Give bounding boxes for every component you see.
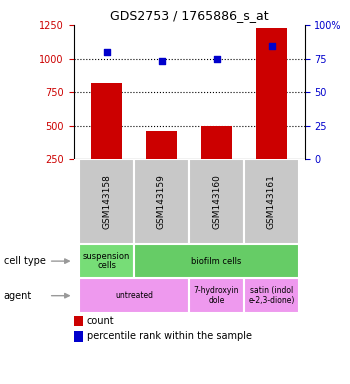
Point xyxy=(269,43,274,50)
Text: GSM143159: GSM143159 xyxy=(157,174,166,229)
Bar xyxy=(91,83,122,159)
Text: cell type: cell type xyxy=(4,256,46,266)
Text: count: count xyxy=(87,316,114,326)
Bar xyxy=(79,278,189,313)
Text: satin (indol
e-2,3-dione): satin (indol e-2,3-dione) xyxy=(248,286,295,305)
Text: suspension
cells: suspension cells xyxy=(83,252,130,270)
Bar xyxy=(146,131,177,159)
Bar xyxy=(79,159,134,244)
Bar xyxy=(189,159,244,244)
Text: GSM143161: GSM143161 xyxy=(267,174,276,229)
Bar xyxy=(244,159,299,244)
Bar xyxy=(79,244,134,278)
Bar xyxy=(134,244,299,278)
Point xyxy=(214,56,219,62)
Bar xyxy=(201,126,232,159)
Text: 7-hydroxyin
dole: 7-hydroxyin dole xyxy=(194,286,239,305)
Bar xyxy=(189,278,244,313)
Text: agent: agent xyxy=(4,291,32,301)
Text: GSM143158: GSM143158 xyxy=(102,174,111,229)
Text: biofilm cells: biofilm cells xyxy=(191,257,242,266)
Title: GDS2753 / 1765886_s_at: GDS2753 / 1765886_s_at xyxy=(110,9,268,22)
Text: GSM143160: GSM143160 xyxy=(212,174,221,229)
Point xyxy=(104,49,109,55)
Bar xyxy=(134,159,189,244)
Text: untreated: untreated xyxy=(115,291,153,300)
Point xyxy=(159,58,164,64)
Bar xyxy=(256,28,287,159)
Bar xyxy=(244,278,299,313)
Text: percentile rank within the sample: percentile rank within the sample xyxy=(87,331,252,341)
